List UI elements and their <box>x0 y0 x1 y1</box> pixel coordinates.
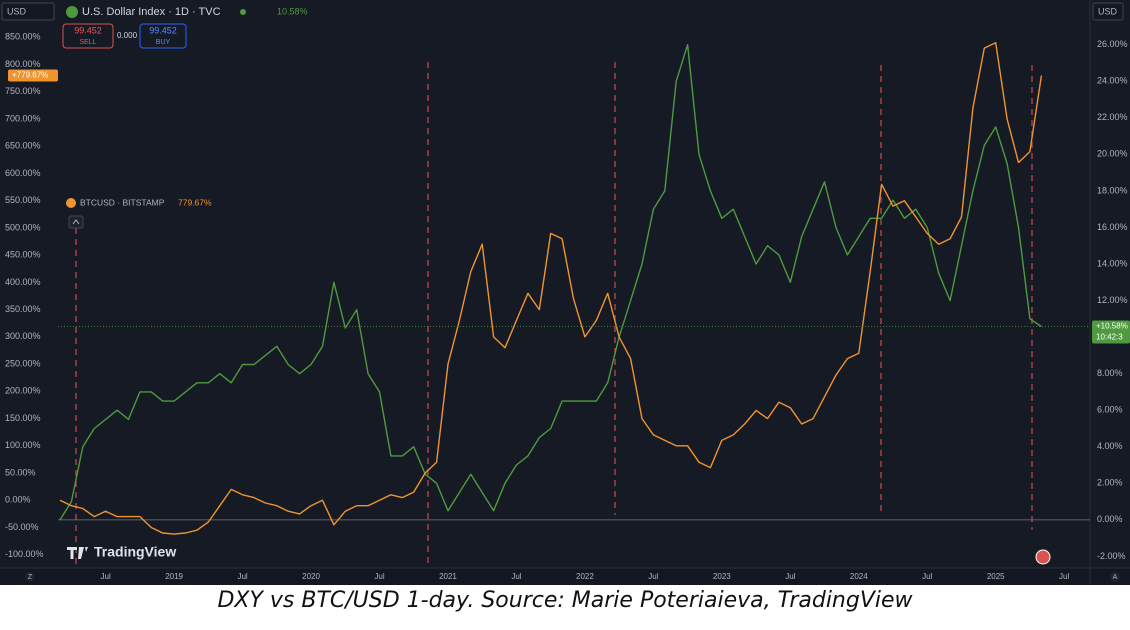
x-tick-label: Jul <box>511 572 521 581</box>
panel-bg <box>0 0 1130 585</box>
y2-tick-label: 26.00% <box>1097 39 1128 49</box>
y2-tick-label: 18.00% <box>1097 185 1128 195</box>
y2-tick-label: 20.00% <box>1097 149 1128 159</box>
buy-price[interactable]: 99.452 <box>149 25 177 35</box>
y-tick-label: 550.00% <box>5 195 41 205</box>
x-tick-label: 2024 <box>850 572 868 581</box>
auto[interactable]: A <box>1113 574 1118 581</box>
x-tick-label: 2019 <box>165 572 183 581</box>
x-tick-label: Jul <box>374 572 384 581</box>
zoom-button[interactable] <box>25 572 35 582</box>
y2-tick-label: 12.00% <box>1097 295 1128 305</box>
currency-box[interactable] <box>1 2 55 21</box>
y2-tick-label: 24.00% <box>1097 76 1128 86</box>
price-tag: +779.67% <box>12 71 48 80</box>
series-line <box>59 42 1043 535</box>
sell-label[interactable]: SELL <box>79 39 96 46</box>
y2-tick-label: 6.00% <box>1097 405 1123 415</box>
price-tag-bg <box>1092 320 1130 344</box>
y2-tick-label: 22.00% <box>1097 112 1128 122</box>
sell-button[interactable] <box>62 23 114 49</box>
y-tick-label: -100.00% <box>5 549 44 559</box>
symbol-title: U.S. Dollar Index · 1D · TVC <box>82 6 221 18</box>
zoom[interactable]: Z <box>28 574 33 581</box>
y-tick-label: 800.00% <box>5 59 41 69</box>
y-tick-label: 300.00% <box>5 331 41 341</box>
auto-button[interactable] <box>1110 572 1120 582</box>
price-tag-time: 10:42:3 <box>1096 333 1123 342</box>
spread: 0.000 <box>117 31 138 40</box>
caption: DXY vs BTC/USD 1-day. Source: Marie Pote… <box>217 588 913 613</box>
y-tick-label: 650.00% <box>5 141 41 151</box>
btc-legend: BTCUSD · BITSTAMP <box>80 197 165 207</box>
y-tick-label: 400.00% <box>5 277 41 287</box>
y-tick-label: 100.00% <box>5 440 41 450</box>
right-currency-box[interactable] <box>1092 2 1124 21</box>
currency[interactable]: USD <box>7 6 27 16</box>
price-tag: +10.58% <box>1096 322 1128 331</box>
y2-tick-label: -2.00% <box>1097 551 1126 561</box>
y2-tick-label: 4.00% <box>1097 441 1123 451</box>
x-tick-label: Jul <box>922 572 932 581</box>
price-tags: +10.58% 10:42:3 +779.67% <box>8 69 1130 344</box>
y-tick-label: 750.00% <box>5 86 41 96</box>
x-tick-label: Jul <box>101 572 111 581</box>
x-tick-label: Jul <box>648 572 658 581</box>
y2-tick-label: 14.00% <box>1097 258 1128 268</box>
y2-tick-label: 8.00% <box>1097 368 1123 378</box>
y-tick-label: 0.00% <box>5 495 31 505</box>
btc-legend-value: 779.67% <box>178 197 212 207</box>
collapse-icon[interactable] <box>72 219 80 225</box>
y-tick-label: 200.00% <box>5 386 41 396</box>
x-tick-label: Jul <box>237 572 247 581</box>
x-tick-label: Jul <box>785 572 795 581</box>
symbol-icon <box>66 6 78 18</box>
y-tick-label: 450.00% <box>5 250 41 260</box>
time-axis-bg <box>0 568 1130 585</box>
x-tick-label: 2023 <box>713 572 731 581</box>
y-tick-label: 50.00% <box>5 467 36 477</box>
chart: 850.00% 800.00% 750.00% 700.00% 650.00% 600.0… <box>0 0 1130 585</box>
sell-price[interactable]: 99.452 <box>74 25 102 35</box>
plot: 850.00% 800.00% 750.00% 700.00% 650.00% 600.0… <box>5 32 1128 581</box>
y2-tick-label: 2.00% <box>1097 478 1123 488</box>
y-tick-label: 700.00% <box>5 113 41 123</box>
event-markers <box>75 62 1033 568</box>
y-tick-label: 350.00% <box>5 304 41 314</box>
buy-button[interactable] <box>139 23 187 49</box>
price-tag-bg <box>8 69 58 82</box>
y-tick-label: 850.00% <box>5 32 41 42</box>
flag-icon[interactable] <box>1035 549 1051 565</box>
watermark: TradingView <box>94 544 176 560</box>
watermark-logo <box>67 547 88 559</box>
btc-icon <box>66 198 76 208</box>
collapse-button[interactable] <box>68 215 84 229</box>
x-tick-label: 2025 <box>987 572 1005 581</box>
y2-tick-label: 16.00% <box>1097 222 1128 232</box>
x-tick-label: 2022 <box>576 572 594 581</box>
y-tick-label: -50.00% <box>5 522 39 532</box>
y-tick-label: 500.00% <box>5 222 41 232</box>
symbol-change: 10.58% <box>277 6 308 16</box>
right-currency[interactable]: USD <box>1098 6 1118 16</box>
y-tick-label: 150.00% <box>5 413 41 423</box>
status-dot <box>240 9 246 15</box>
x-tick-label: 2020 <box>302 572 320 581</box>
x-tick-label: 2021 <box>439 572 457 581</box>
y-tick-label: 250.00% <box>5 358 41 368</box>
y2-tick-label: 0.00% <box>1097 514 1123 524</box>
buy-label[interactable]: BUY <box>156 39 171 46</box>
y-tick-label: 600.00% <box>5 168 41 178</box>
x-tick-label: Jul <box>1059 572 1069 581</box>
